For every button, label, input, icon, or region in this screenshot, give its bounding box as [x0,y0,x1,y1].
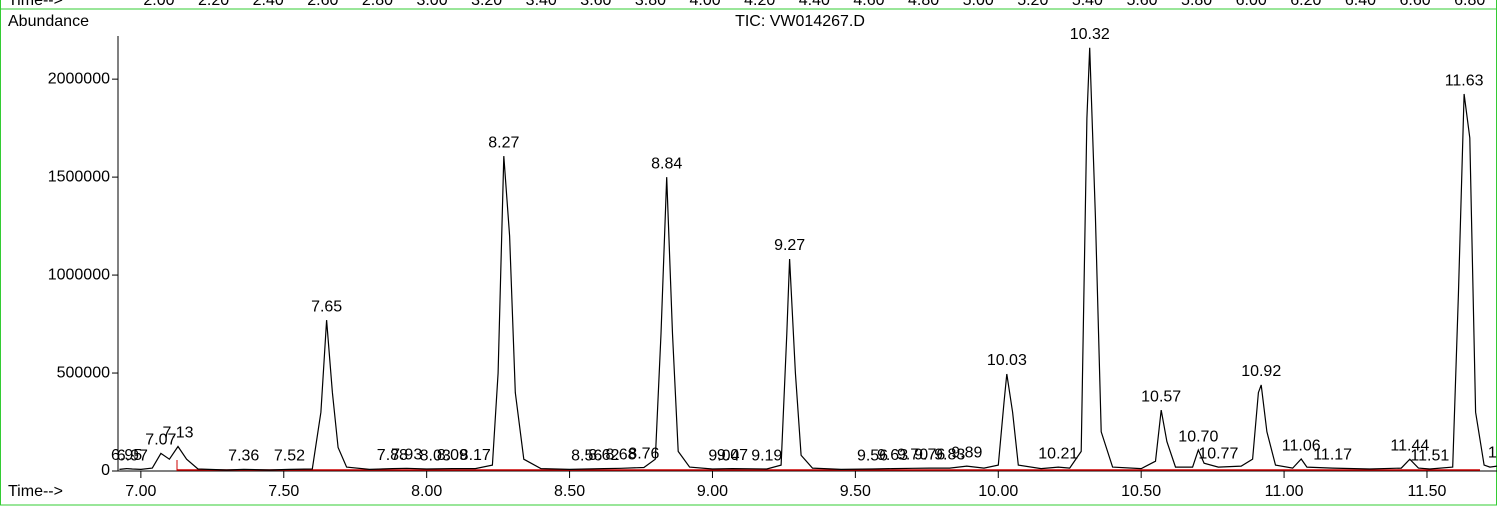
peak-label: 8.27 [488,134,519,151]
peak-label: 10.32 [1070,26,1110,43]
x-tick-label: 9.50 [840,483,871,500]
top-tick-label: 3.40 [526,0,557,9]
peak-label: 8.03 [420,447,451,464]
x-tick-label: 9.00 [697,483,728,500]
peak-label: 9.07 [717,447,748,464]
top-tick-label: 6.20 [1290,0,1321,9]
top-tick-label: 5.20 [1017,0,1048,9]
peak-label: 8.56 [571,447,602,464]
x-tick-label: 8.50 [554,483,585,500]
peak-label: 9.83 [934,446,965,463]
peak-label: 10.92 [1241,363,1281,380]
peak-label: 9.56 [857,447,888,464]
peak-label: 11.17 [1313,446,1352,463]
chart-title: TIC: VW014267.D [735,13,865,30]
peak-label: 7.07 [145,432,176,449]
y-tick-label: 1500000 [48,168,110,185]
top-tick-label: 2.60 [307,0,338,9]
peak-label: 11.63 [1445,72,1484,89]
x-tick-label: 11.50 [1408,483,1447,500]
peak-label: 8.17 [460,447,491,464]
peak-label: 11.51 [1410,447,1449,464]
peak-label: 7.88 [377,447,408,464]
peak-label: 8.62 [588,447,619,464]
x-tick-label: 7.00 [125,483,156,500]
peak-label: 10.03 [987,352,1027,369]
peak-label: 6.95 [111,447,142,464]
top-tick-label: 2.00 [143,0,174,9]
x-tick-label: 11.00 [1265,483,1304,500]
peak-label: 9.70 [897,446,928,463]
peak-label: 6.97 [117,447,148,464]
top-tick-label: 3.80 [635,0,666,9]
peak-label: 10.77 [1198,445,1238,462]
peak-label: 9.63 [877,447,908,464]
peak-label: 9.27 [774,237,805,254]
peak-label: 9.76 [914,446,945,463]
peak-label: 7.93 [391,446,422,463]
top-tick-label: 6.40 [1345,0,1376,9]
peak-label: 7.13 [162,425,193,442]
peak-label: 7.52 [274,448,305,465]
top-tick-label: 3.60 [580,0,611,9]
peak-label: 11.44 [1390,437,1429,454]
top-tick-label: 5.00 [963,0,994,9]
peak-label: 9.04 [708,447,739,464]
top-tick-label: 5.40 [1072,0,1103,9]
top-tick-label: 2.20 [198,0,229,9]
y-tick-label: 500000 [57,364,110,381]
peak-label: 7.36 [228,448,259,465]
peak-label: 9.89 [951,444,982,461]
peak-label: 11.06 [1282,437,1321,454]
top-axis-label: Time--> [8,0,63,9]
peak-label: 7.65 [311,298,342,315]
top-tick-label: 3.00 [416,0,447,9]
x-tick-label: 10.00 [978,483,1018,500]
peak-label: 8.84 [651,155,682,172]
peak-label: 11. [1488,444,1497,461]
peak-label: 10.70 [1178,428,1218,445]
x-tick-label: 7.50 [268,483,299,500]
x-tick-label: 10.50 [1121,483,1161,500]
top-tick-label: 6.60 [1400,0,1431,9]
top-tick-label: 4.20 [744,0,775,9]
peak-label: 10.57 [1141,388,1181,405]
y-tick-label: 0 [101,462,110,479]
x-axis-label: Time--> [8,483,63,500]
top-tick-label: 5.80 [1181,0,1212,9]
top-tick-label: 3.20 [471,0,502,9]
top-tick-label: 4.80 [908,0,939,9]
top-tick-label: 6.00 [1236,0,1267,9]
peak-label: 8.09 [437,447,468,464]
tic-trace [119,47,1497,471]
y-tick-label: 1000000 [48,266,110,283]
top-tick-label: 2.40 [253,0,284,9]
peak-label: 9.19 [751,447,782,464]
top-tick-label: 2.80 [362,0,393,9]
peak-label: 8.68 [605,446,636,463]
peak-label: 10.21 [1038,445,1078,462]
top-tick-label: 5.60 [1126,0,1157,9]
y-tick-label: 2000000 [48,70,110,87]
peak-label: 8.76 [628,446,659,463]
top-tick-label: 6.80 [1454,0,1485,9]
y-axis-label: Abundance [8,13,89,30]
x-tick-label: 8.00 [411,483,442,500]
top-tick-label: 4.60 [853,0,884,9]
top-tick-label: 4.00 [690,0,721,9]
top-tick-label: 4.40 [799,0,830,9]
